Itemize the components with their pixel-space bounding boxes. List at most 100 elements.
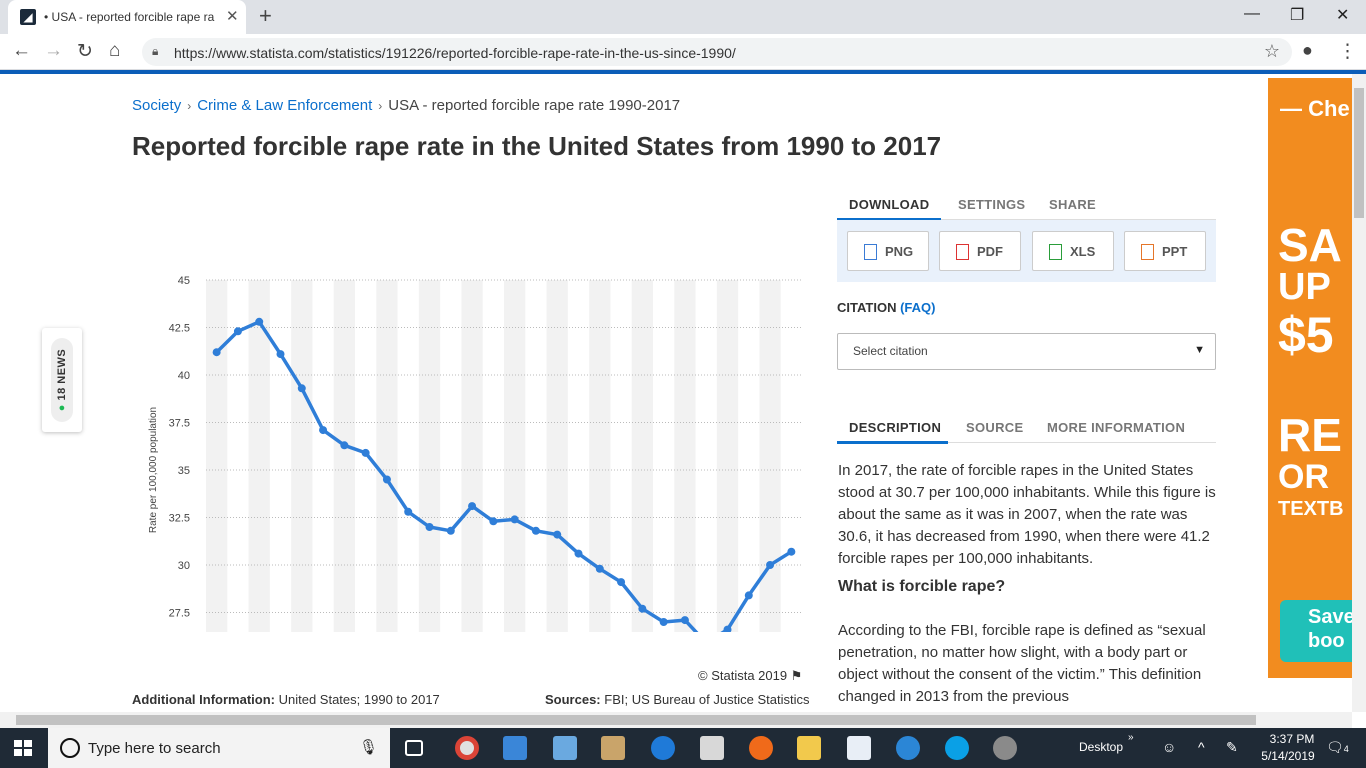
lock-icon: 🔒︎ (152, 44, 159, 58)
forward-icon[interactable]: → (44, 40, 63, 61)
line-chart: 2527.53032.53537.54042.545'90'91'92'93'9… (148, 275, 802, 632)
ad-text: OR (1278, 458, 1329, 496)
png-file-icon (864, 244, 877, 260)
sources-value: FBI; US Bureau of Justice Statistics (604, 692, 810, 707)
notification-icon[interactable]: 🗨︎4 (1326, 739, 1349, 755)
breadcrumb-society[interactable]: Society (132, 97, 182, 114)
people-icon[interactable]: ☺ (1162, 739, 1177, 755)
back-icon[interactable]: ← (12, 40, 31, 61)
menu-dots-icon[interactable]: ⋮ (1338, 41, 1357, 62)
y-tick-label: 27.5 (169, 608, 190, 620)
data-point (340, 441, 349, 450)
task-view-icon[interactable] (405, 740, 423, 756)
tab-download[interactable]: DOWNLOAD (849, 197, 930, 212)
chart-sources: Sources: FBI; US Bureau of Justice Stati… (545, 692, 809, 707)
statista-favicon-icon: ◢ (20, 9, 36, 25)
skype-icon[interactable] (945, 736, 969, 760)
horizontal-scrollbar[interactable] (0, 712, 1352, 728)
tray-expand-icon[interactable]: ^ (1198, 739, 1205, 755)
plot-band (461, 280, 483, 632)
citation-faq-link[interactable]: (FAQ) (900, 300, 936, 315)
news-widget[interactable]: ● 18 NEWS (42, 328, 82, 432)
pen-icon[interactable]: ✎ (1226, 739, 1238, 755)
url-bar[interactable]: 🔒︎ https://www.statista.com/statistics/1… (142, 38, 1292, 66)
url-text: https://www.statista.com/statistics/1912… (174, 45, 736, 61)
browser-tab[interactable]: ◢ • USA - reported forcible rape ra ✕ (8, 0, 246, 34)
tab-source[interactable]: SOURCE (966, 420, 1024, 435)
download-ppt-button[interactable]: PPT (1124, 231, 1206, 271)
chrome-icon[interactable] (455, 736, 479, 760)
ad-text: SA (1278, 219, 1342, 271)
description-tabs: DESCRIPTION SOURCE MORE INFORMATION (837, 413, 1216, 444)
citation-select[interactable]: Select citation ▼ (837, 333, 1216, 370)
notepad-icon[interactable] (847, 736, 871, 760)
close-tab-icon[interactable]: ✕ (226, 8, 239, 25)
tab-description[interactable]: DESCRIPTION (849, 420, 942, 435)
live-dot-icon: ● (56, 404, 68, 412)
description-heading: What is forcible rape? (838, 578, 1006, 595)
desktop-toolbar-label[interactable]: Desktop (1079, 740, 1124, 754)
plot-band (589, 280, 611, 632)
tab-share[interactable]: SHARE (1049, 197, 1097, 212)
additional-info-label: Additional Information: (132, 692, 275, 707)
plot-band (206, 280, 228, 632)
profile-icon[interactable]: ● (1302, 40, 1313, 60)
reload-icon[interactable]: ↻ (77, 41, 93, 62)
store-icon[interactable] (503, 736, 527, 760)
data-point (723, 625, 732, 632)
edge-icon[interactable] (651, 736, 675, 760)
chevron-right-icon: › (378, 99, 383, 113)
plot-band (418, 280, 441, 632)
advertisement-banner[interactable]: — Che SA UP $5 RE OR TEXTB Save boo (1268, 78, 1352, 678)
data-point (468, 502, 477, 511)
ad-text: $5 (1278, 307, 1334, 363)
scroll-thumb[interactable] (1354, 88, 1364, 218)
y-tick-label: 42.5 (169, 323, 190, 335)
active-tab-underline (837, 218, 941, 221)
bookmark-star-icon[interactable]: ☆ (1263, 41, 1280, 61)
breadcrumb-crime[interactable]: Crime & Law Enforcement (197, 97, 373, 114)
taskbar-search-box[interactable]: Type here to search 🎙︎ (48, 728, 390, 768)
description-paragraph-2: According to the FBI, forcible rape is d… (838, 622, 1206, 705)
chevron-double-icon[interactable]: » (1128, 732, 1134, 743)
data-point (617, 578, 626, 587)
png-label: PNG (885, 244, 914, 259)
new-tab-icon[interactable]: + (259, 3, 272, 28)
clock-date[interactable]: 5/14/2019 (1261, 749, 1315, 763)
caret-down-icon: ▼ (1194, 344, 1205, 356)
calculator-icon[interactable] (700, 736, 724, 760)
plot-band (248, 280, 270, 632)
download-box: PNG PDF XLS PPT (837, 220, 1216, 282)
tab-more-information[interactable]: MORE INFORMATION (1047, 420, 1186, 435)
window-close-icon[interactable]: ✕ (1336, 7, 1350, 24)
scroll-thumb[interactable] (16, 715, 1256, 725)
tab-settings[interactable]: SETTINGS (958, 197, 1026, 212)
data-point (319, 426, 328, 435)
clock-time[interactable]: 3:37 PM (1269, 732, 1315, 746)
firefox-icon[interactable] (749, 736, 773, 760)
snipping-tool-icon[interactable] (993, 736, 1017, 760)
download-xls-button[interactable]: XLS (1032, 231, 1114, 271)
control-panel-icon[interactable] (553, 736, 577, 760)
copyright-text: © Statista 2019 (698, 668, 788, 683)
data-point (255, 317, 264, 326)
ad-save-button[interactable]: Save boo (1280, 600, 1352, 662)
restore-icon[interactable]: ❐ (1290, 7, 1305, 24)
internet-explorer-icon[interactable] (896, 736, 920, 760)
minimize-icon[interactable]: — (1244, 5, 1260, 22)
download-png-button[interactable]: PNG (847, 231, 929, 271)
plot-band (333, 280, 355, 632)
citation-label: CITATION (FAQ) (837, 300, 935, 315)
browser-tab-bar: ◢ • USA - reported forcible rape ra ✕ + … (0, 0, 1366, 34)
paint-icon[interactable] (601, 736, 625, 760)
windows-start-icon[interactable] (14, 740, 32, 756)
plot-band (504, 280, 526, 632)
vertical-scrollbar[interactable] (1352, 74, 1366, 712)
home-icon[interactable]: ⌂ (109, 40, 121, 61)
file-explorer-icon[interactable] (797, 736, 821, 760)
y-tick-label: 35 (178, 465, 190, 477)
data-point (361, 448, 370, 457)
data-point (553, 530, 562, 539)
download-pdf-button[interactable]: PDF (939, 231, 1021, 271)
microphone-icon[interactable]: 🎙︎ (358, 739, 378, 756)
